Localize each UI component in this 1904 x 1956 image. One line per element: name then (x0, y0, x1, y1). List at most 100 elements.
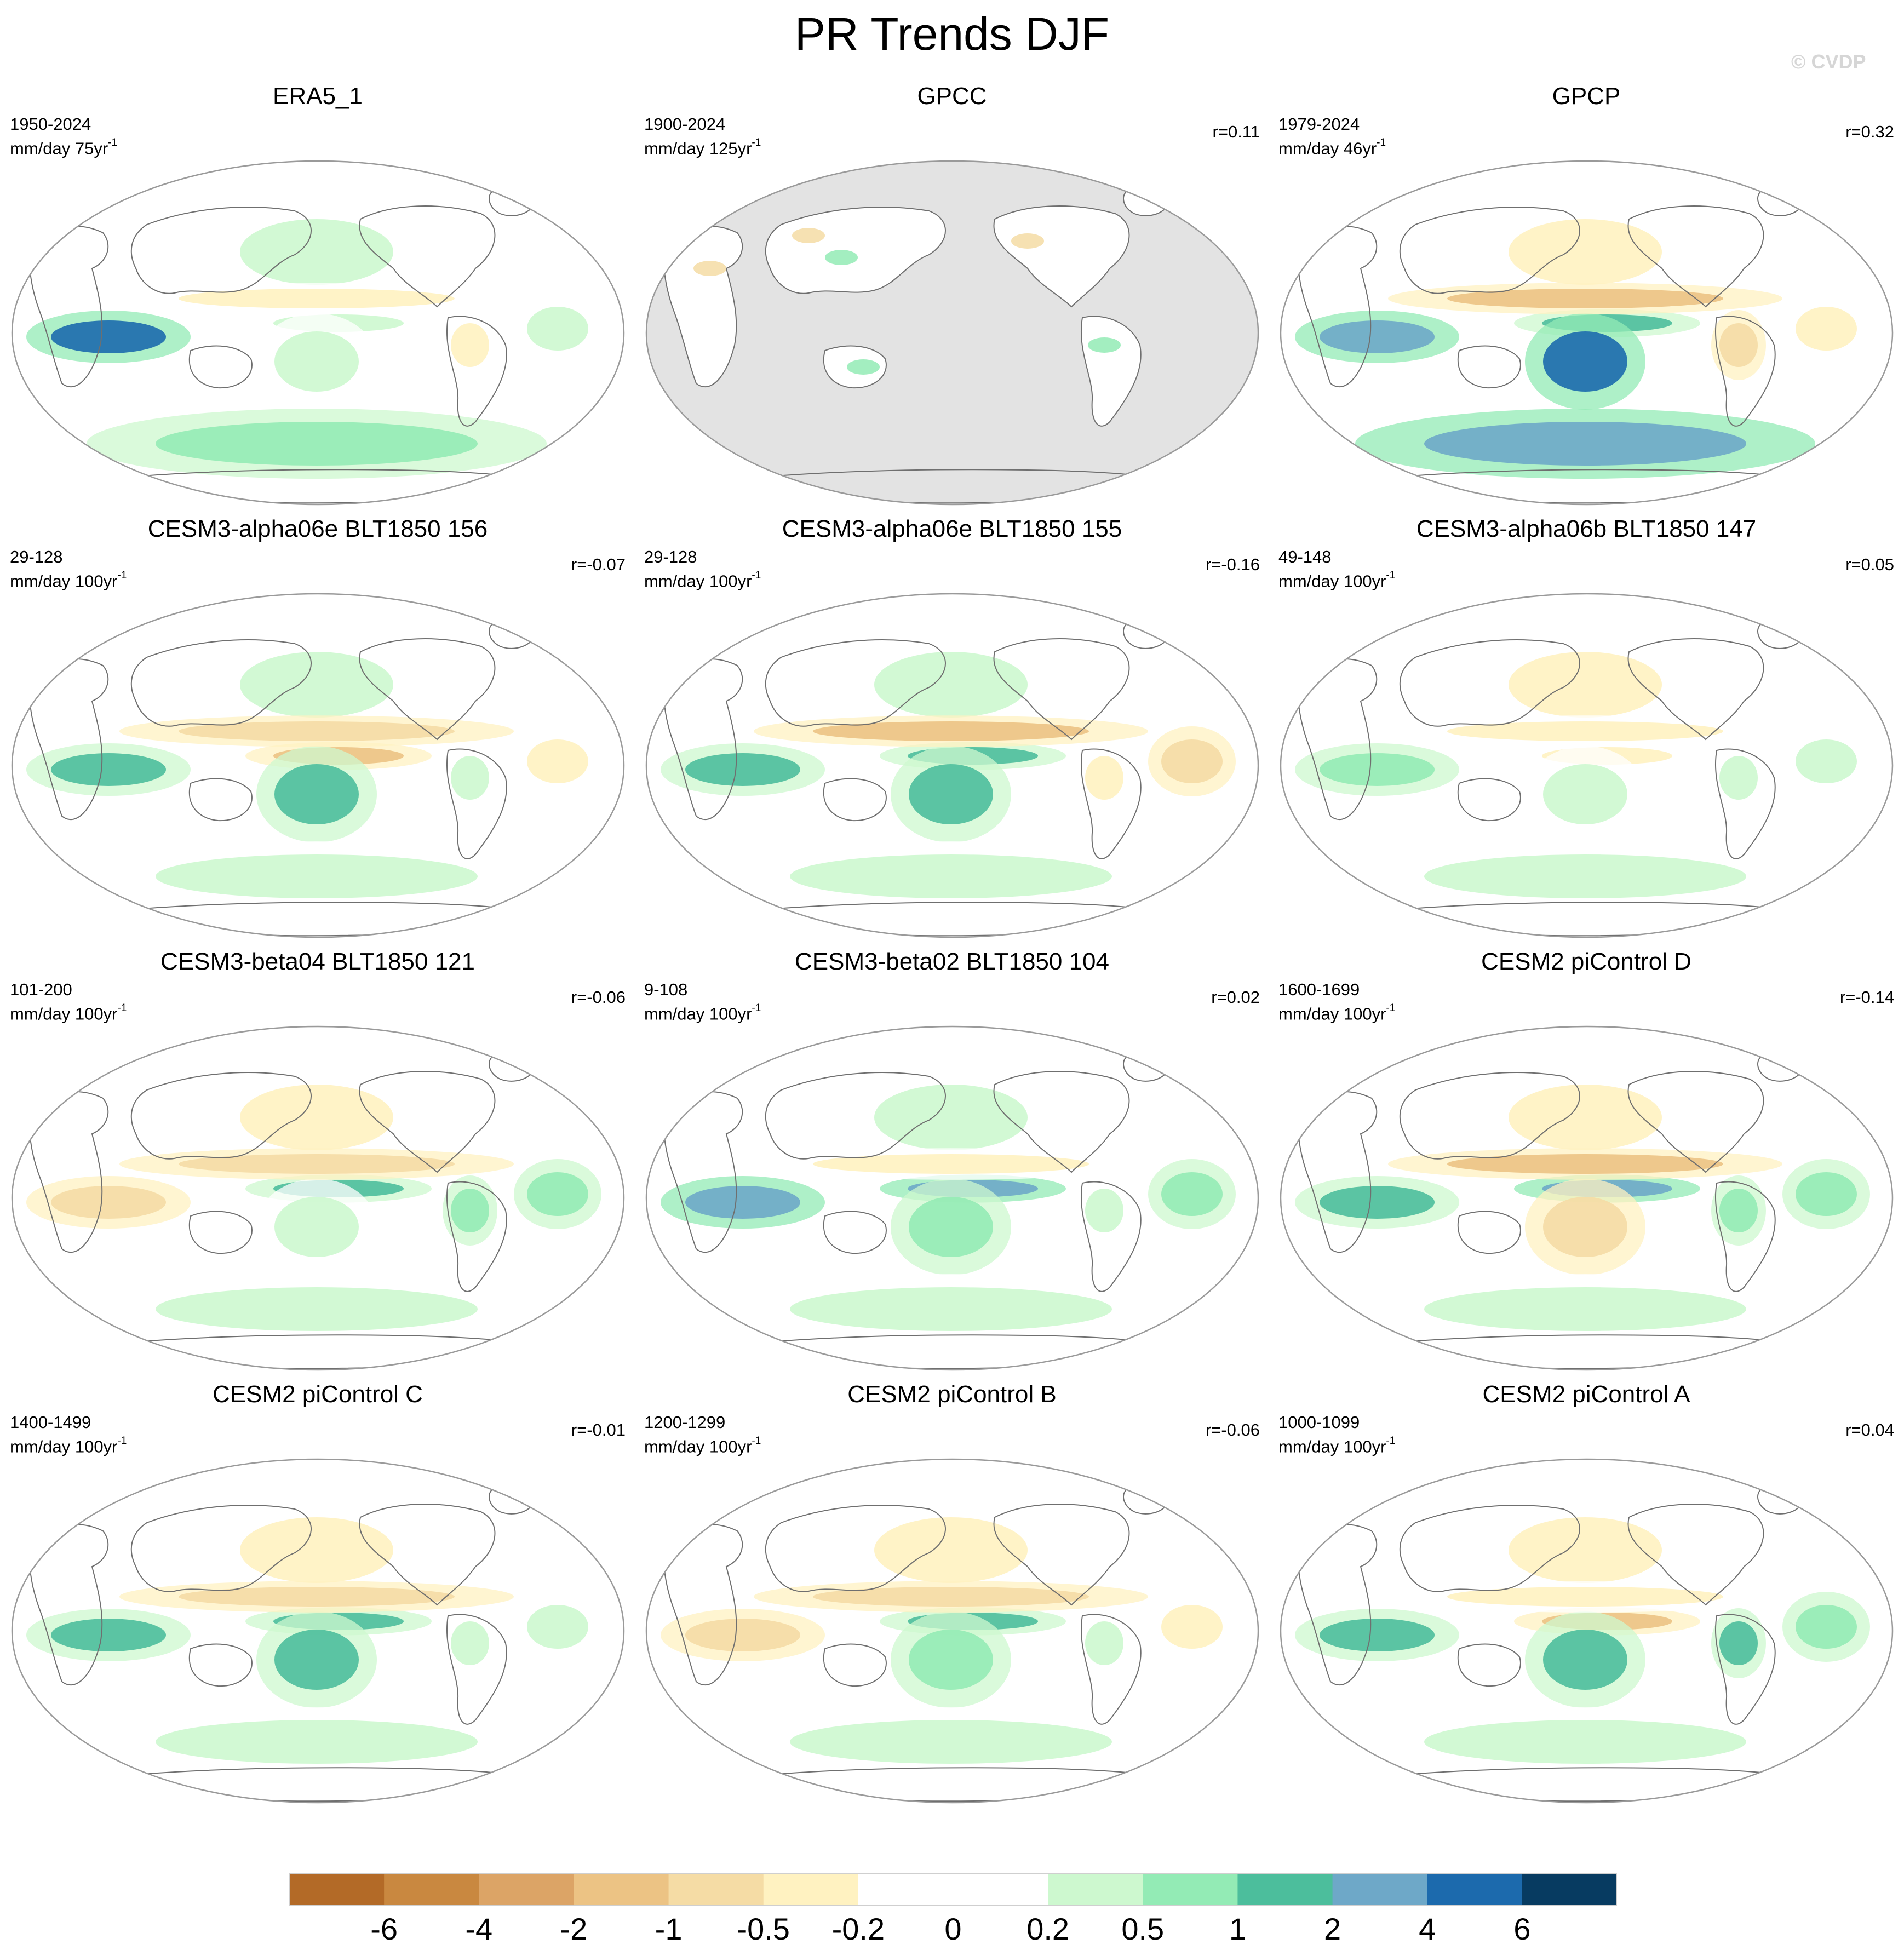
colorbar-tick-label: 6 (1513, 1912, 1531, 1946)
trend-core-dry-band (1447, 1587, 1723, 1607)
coastline-north-america (1627, 638, 1764, 741)
coastline-europe-africa (29, 1091, 109, 1253)
trend-core-amazon (1719, 1189, 1758, 1232)
trend-map (10, 1024, 626, 1372)
trend-core-southern-ocean (1424, 422, 1746, 466)
trend-core-dry-band (179, 1587, 455, 1607)
colorbar-tick-label: -2 (560, 1912, 588, 1946)
coastline-south-america (1714, 1181, 1776, 1292)
trend-map (10, 592, 626, 939)
trend-core-atlantic (1161, 739, 1223, 783)
colorbar-segment (574, 1873, 669, 1906)
panel-units-exponent: -1 (117, 570, 127, 581)
trend-core-southern-ocean (790, 854, 1112, 898)
panel-period: 101-200 (10, 980, 72, 999)
trend-core-northern (1509, 1517, 1662, 1583)
map-svg (645, 1025, 1259, 1371)
panel-units-text: mm/day 100yr (644, 1004, 752, 1024)
trend-core-northern (240, 652, 393, 718)
trend-core-indian-ocean (1320, 320, 1435, 353)
colorbar-segment (763, 1873, 859, 1906)
colorbar-tick-label: -0.5 (737, 1912, 790, 1946)
map-panel: CESM2 piControl B 1200-1299 mm/day 100yr-1… (634, 1380, 1270, 1813)
colorbar-segment (289, 1873, 385, 1906)
map-outline (11, 160, 625, 506)
trend-core-atlantic (527, 1172, 588, 1216)
coastline-europe-africa (1298, 658, 1378, 820)
panel-units-text: mm/day 100yr (644, 571, 752, 591)
coastline-north-america (993, 1071, 1130, 1173)
trend-core-southern-ocean (156, 1287, 478, 1331)
colorbar-tick-label: 0.2 (1026, 1912, 1070, 1946)
coastline-australia (823, 778, 887, 822)
colorbar-tick-label: 2 (1323, 1912, 1341, 1946)
coastline-south-america (446, 316, 507, 427)
figure-title: PR Trends DJF (794, 8, 1110, 60)
panel-period: 49-148 (1278, 547, 1332, 566)
panel-period: 9-108 (644, 980, 688, 999)
coastline-north-america (1627, 1071, 1764, 1173)
panel-units: mm/day 100yr-1 (10, 567, 127, 592)
coastline-south-america (446, 1181, 507, 1292)
coastline-north-america (993, 638, 1130, 741)
coastline-north-america (359, 205, 496, 308)
trend-core-northern (240, 1085, 393, 1150)
coastline-australia (188, 1211, 253, 1254)
trend-core-south-pacific (274, 1197, 359, 1257)
panel-units-exponent: -1 (1386, 1435, 1396, 1447)
coastline-north-america (359, 1504, 496, 1606)
colorbar-tick-label: -0.2 (831, 1912, 885, 1946)
map-outline (11, 1025, 625, 1371)
coastline-europe-africa (1298, 1091, 1378, 1253)
trend-core-south-pacific (909, 1630, 993, 1690)
trend-core-indian-ocean (51, 1619, 166, 1651)
panel-units-text: mm/day 100yr (1278, 1004, 1386, 1024)
trend-core-south-pacific (1543, 331, 1627, 392)
map-svg (645, 593, 1259, 938)
trend-map (644, 592, 1260, 939)
trend-core-northern (1509, 1085, 1662, 1150)
panel-title: CESM2 piControl D (1481, 948, 1691, 975)
trend-core-atlantic (1161, 1172, 1223, 1216)
map-panel: CESM2 piControl A 1000-1099 mm/day 100yr-1… (1269, 1380, 1904, 1813)
trend-core-northern (1509, 219, 1662, 285)
coastline-south-america (1080, 1181, 1142, 1292)
panel-units-text: mm/day 100yr (10, 571, 118, 591)
trend-core-south-pacific (1543, 764, 1627, 824)
trend-patch (792, 228, 825, 243)
panel-title: CESM3-beta04 BLT1850 121 (160, 948, 475, 975)
coastline-north-america (1627, 205, 1764, 308)
panel-units-exponent: -1 (752, 1002, 761, 1014)
map-panel: CESM3-alpha06e BLT1850 155 29-128 mm/day 1… (634, 515, 1270, 948)
panel-units-exponent: -1 (752, 1435, 761, 1447)
coastline-north-america (993, 205, 1130, 308)
panel-units-exponent: -1 (1377, 137, 1386, 148)
trend-patch (847, 359, 880, 375)
panel-period: 1900-2024 (644, 114, 726, 134)
trend-core-northern (1509, 652, 1662, 718)
panel-correlation: r=0.04 (1845, 1420, 1894, 1439)
trend-core-dry-band (813, 1154, 1089, 1174)
coastline-australia (1457, 1643, 1521, 1687)
trend-core-south-pacific (1543, 1630, 1627, 1690)
colorbar-segment (1237, 1873, 1333, 1906)
coastline-asia (130, 639, 312, 727)
trend-core-southern-ocean (790, 1287, 1112, 1331)
trend-core-atlantic (527, 1605, 588, 1649)
panel-period: 29-128 (10, 547, 63, 566)
panel-correlation: r=-0.07 (571, 555, 626, 574)
colorbar-tick-label: -1 (655, 1912, 683, 1946)
map-svg (11, 593, 625, 938)
panel-title: CESM3-beta02 BLT1850 104 (795, 948, 1109, 975)
trend-core-southern-ocean (156, 1720, 478, 1764)
colorbar-segment (953, 1873, 1048, 1906)
coastline-asia (130, 207, 312, 294)
coastline-asia (1399, 1072, 1580, 1160)
trend-core-southern-ocean (1424, 1720, 1746, 1764)
trend-patch (825, 250, 858, 265)
trend-map (644, 1457, 1260, 1805)
coastline-asia (1399, 1505, 1580, 1592)
map-svg (11, 1025, 625, 1371)
panel-units: mm/day 100yr-1 (644, 1000, 761, 1024)
coastline-australia (1457, 778, 1521, 822)
